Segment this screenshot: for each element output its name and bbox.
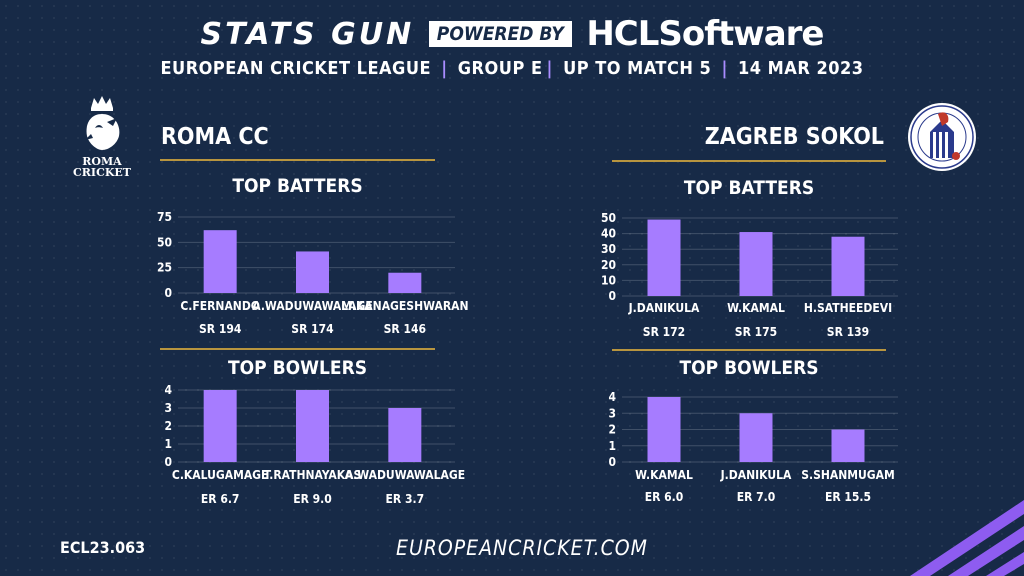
corner-stripes-decoration <box>910 500 1024 576</box>
category-label: A.WADUWAWALAGE <box>345 468 466 482</box>
powered-by-badge: POWERED BY <box>428 21 572 47</box>
stat-label: SR 139 <box>827 325 869 339</box>
right-bowlers-title: TOP BOWLERS <box>679 357 819 379</box>
stat-label: ER 15.5 <box>825 490 871 504</box>
category-label: J.DANIKULA <box>628 301 700 315</box>
logo-text-cricket: CRICKET <box>73 166 131 179</box>
y-tick-label: 25 <box>157 261 172 275</box>
crowned-lion-icon <box>85 96 120 150</box>
y-tick-label: 50 <box>157 235 172 249</box>
left-divider-top <box>160 159 435 161</box>
y-tick-label: 4 <box>608 390 616 404</box>
right-batters-title: TOP BATTERS <box>683 177 815 199</box>
category-label: M.KANAGESHWARAN <box>341 299 468 313</box>
date-label: 14 MAR 2023 <box>738 58 864 79</box>
zagreb-bowlers-chart: 0 1 2 3 4 W.KAMAL ER 6.0 J.DANIKULA ER 7.0 S.SHAN… <box>608 390 898 504</box>
stat-label: ER 9.0 <box>293 492 332 506</box>
footer-site: EUROPEANCRICKET.COM <box>396 536 648 560</box>
zagreb-sokol-logo <box>908 103 976 171</box>
y-tick-label: 1 <box>608 439 616 453</box>
y-tick-label: 4 <box>164 383 172 397</box>
roma-bowlers-chart: 0 1 2 3 4 C.KALUGAMAGE ER 6.7 T.RATHNAYAKAS ER 9… <box>164 383 466 506</box>
y-tick-label: 10 <box>601 273 616 287</box>
stat-label: SR 175 <box>735 325 777 339</box>
brand-line: STATS GUN POWERED BY HCLSoftware <box>0 14 1024 58</box>
bar <box>831 429 865 462</box>
bar <box>647 397 681 462</box>
left-team-name: ROMA CC <box>161 124 269 150</box>
category-label: T.RATHNAYAKAS <box>264 468 362 482</box>
left-divider-mid <box>160 348 435 350</box>
category-label: C.FERNANDO <box>180 299 260 313</box>
y-tick-label: 0 <box>608 455 616 469</box>
bar <box>296 390 329 462</box>
category-label: H.SATHEEDEVI <box>804 301 892 315</box>
right-divider-mid <box>612 349 886 351</box>
category-label: W.KAMAL <box>635 468 693 482</box>
bar <box>739 413 773 462</box>
category-label: A.WADUWAWALAGE <box>252 299 373 313</box>
bar <box>203 230 237 293</box>
bar <box>203 390 237 462</box>
stats-gun-logo: STATS GUN <box>200 16 415 52</box>
stat-label: SR 194 <box>199 322 242 336</box>
y-tick-label: 0 <box>164 286 172 300</box>
hcl-logo-b: Software <box>658 14 824 54</box>
stat-label: ER 7.0 <box>737 490 776 504</box>
category-label: C.KALUGAMAGE <box>172 468 269 482</box>
y-tick-label: 0 <box>164 455 172 469</box>
y-tick-label: 2 <box>164 419 172 433</box>
match-label: UP TO MATCH 5 <box>563 58 712 79</box>
right-divider-top <box>612 160 886 162</box>
falcon-badge-icon <box>930 112 960 160</box>
bar <box>647 219 681 296</box>
y-tick-label: 50 <box>601 211 616 225</box>
subtitle: EUROPEAN CRICKET LEAGUE | GROUP E | UP TO… <box>0 58 1024 79</box>
y-tick-label: 0 <box>608 289 616 303</box>
category-label: W.KAMAL <box>727 301 785 315</box>
y-tick-label: 75 <box>157 210 172 224</box>
right-team-name: ZAGREB SOKOL <box>704 124 884 150</box>
stat-label: SR 146 <box>384 322 426 336</box>
hcl-software-logo: HCLSoftware <box>586 14 824 54</box>
separator: | <box>546 58 553 79</box>
y-tick-label: 20 <box>601 258 616 272</box>
separator: | <box>721 58 728 79</box>
stat-label: ER 6.7 <box>201 492 240 506</box>
y-tick-label: 3 <box>164 401 172 415</box>
category-label: S.SHANMUGAM <box>801 468 895 482</box>
bar <box>739 232 773 296</box>
left-bowlers-title: TOP BOWLERS <box>227 357 368 379</box>
league-name: EUROPEAN CRICKET LEAGUE <box>160 58 432 79</box>
stat-label: SR 174 <box>291 322 334 336</box>
y-tick-label: 40 <box>601 227 616 241</box>
separator: | <box>441 58 448 79</box>
bar <box>388 272 422 293</box>
left-batters-title: TOP BATTERS <box>232 175 363 197</box>
bar <box>831 236 865 296</box>
stat-label: ER 6.0 <box>645 490 684 504</box>
logo-text-roma: ROMA <box>82 155 122 168</box>
group-label: GROUP E <box>457 58 543 79</box>
y-tick-label: 3 <box>608 406 616 420</box>
y-tick-label: 2 <box>608 423 616 437</box>
footer-code: ECL23.063 <box>60 538 146 557</box>
y-tick-label: 30 <box>601 242 616 256</box>
bar <box>388 408 422 462</box>
roma-cricket-logo: ROMA CRICKET <box>62 94 142 179</box>
category-label: J.DANIKULA <box>720 468 792 482</box>
stat-label: SR 172 <box>643 325 685 339</box>
roma-batters-chart: 0 25 50 75 C.FERNANDO SR 194 A.WADUWAWALAGE SR … <box>157 210 469 336</box>
bar <box>296 251 329 293</box>
y-tick-label: 1 <box>164 437 172 451</box>
stat-label: ER 3.7 <box>386 492 425 506</box>
hcl-logo-a: HCL <box>586 14 659 54</box>
